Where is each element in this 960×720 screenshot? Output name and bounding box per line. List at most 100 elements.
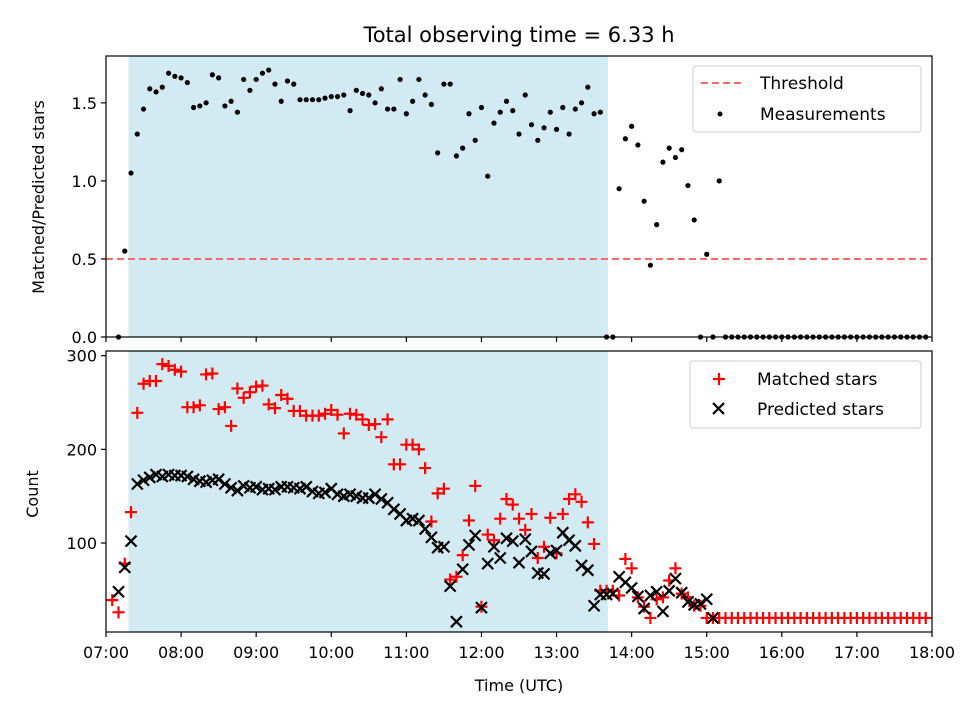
measurement-point [553,126,560,132]
matched-star-point [487,534,500,547]
matched-star-point [156,358,169,371]
measurement-point [516,131,522,137]
measurement-point [128,170,134,176]
bottom-legend: Matched stars Predicted stars [689,360,922,429]
measurement-point [535,137,541,143]
matched-star-point [425,515,438,528]
measurement-point [216,75,222,81]
predicted-star-point [606,587,620,600]
matched-star-point [312,409,325,422]
measurement-point [184,79,190,86]
measurement-point [316,97,322,103]
top-legend-box [692,65,922,133]
predicted-star-point [662,584,676,598]
matched-star-point [519,523,532,536]
measurement-point [372,100,378,106]
measurement-point [522,92,528,98]
measurement-point [153,89,159,95]
x-tick-label: 12:00 [458,643,504,662]
measurement-point [397,76,403,83]
top-legend-measurements-label: Measurements [760,105,886,125]
measurement-point [334,93,341,100]
measurement-point [341,92,347,98]
matched-star-point [187,401,200,414]
predicted-star-point [425,531,438,544]
top-panel-x-ticks [105,337,933,342]
predicted-star-point [231,484,244,497]
matched-star-point [525,507,538,520]
predicted-star-point [694,597,707,611]
predicted-star-point [512,556,526,569]
measurement-point [585,84,591,90]
measurement-point [234,109,241,115]
measurement-point [660,159,666,165]
predicted-star-point [224,481,238,495]
matched-star-point [513,512,525,525]
top-y-tick-label: 0.0 [72,328,97,347]
predicted-star-point [669,572,682,585]
measurement-point [441,81,447,87]
bottom-panel-series [106,358,932,628]
measurement-point [578,100,585,106]
matched-star-point [293,404,306,417]
matched-star-point [444,573,457,586]
measurement-point [679,147,685,153]
matched-star-point [231,382,244,395]
measurement-point [572,106,578,112]
matched-star-point [275,389,288,402]
predicted-star-point [644,589,657,602]
predicted-star-point [362,491,376,505]
measurement-point [622,136,628,142]
measurement-point [591,111,597,117]
matched-star-point [531,552,544,565]
predicted-star-point [468,529,482,542]
x-tick-label: 18:00 [909,643,955,662]
measurement-point [378,86,384,92]
x-tick-label: 15:00 [684,643,730,662]
measurement-point [172,73,178,79]
matched-star-point [494,512,507,525]
matched-star-point [638,600,651,613]
measurement-point [541,125,547,131]
predicted-star-point [181,470,194,483]
predicted-star-point [268,483,282,496]
top-panel-y-axis-label: Matched/Predicted stars [29,100,48,294]
predicted-star-point [249,480,263,494]
bottom-legend-box [689,360,922,429]
predicted-star-point [650,585,663,599]
measurement-point [616,186,622,192]
measurement-point [428,101,434,107]
bottom-legend-predicted-swatch [712,402,725,415]
matched-star-point [168,363,181,376]
predicted-star-point [481,557,494,570]
measurement-point [391,106,397,112]
measurement-point [297,97,303,103]
predicted-star-point [118,561,132,574]
predicted-star-point [137,473,150,487]
top-y-tick-label: 0.5 [72,250,97,269]
predicted-star-point [437,540,451,554]
measurement-point [228,98,234,104]
measurement-point [197,103,203,109]
measurement-point [510,108,516,114]
predicted-star-point [218,477,232,491]
x-tick-label: 14:00 [609,643,655,662]
measurement-point [266,67,272,73]
matched-star-point [588,537,601,550]
predicted-star-point [475,601,488,614]
measurement-point [278,98,284,104]
matched-star-point [437,482,450,495]
measurement-point [466,111,472,117]
matched-star-point [450,570,463,583]
matched-star-point [106,594,119,607]
measurement-point [253,76,259,83]
matched-star-point [575,495,588,508]
predicted-star-point [387,503,401,516]
measurement-point [685,182,691,189]
bottom-panel: 100 200 300 07:00 08:00 09:00 10:00 11:00 12:00… [23,347,955,695]
top-panel-frame [105,55,933,338]
predicted-star-point [412,514,426,527]
matched-star-point [218,401,231,414]
matched-star-point [412,443,425,456]
bottom-y-tick-label: 200 [66,440,97,459]
